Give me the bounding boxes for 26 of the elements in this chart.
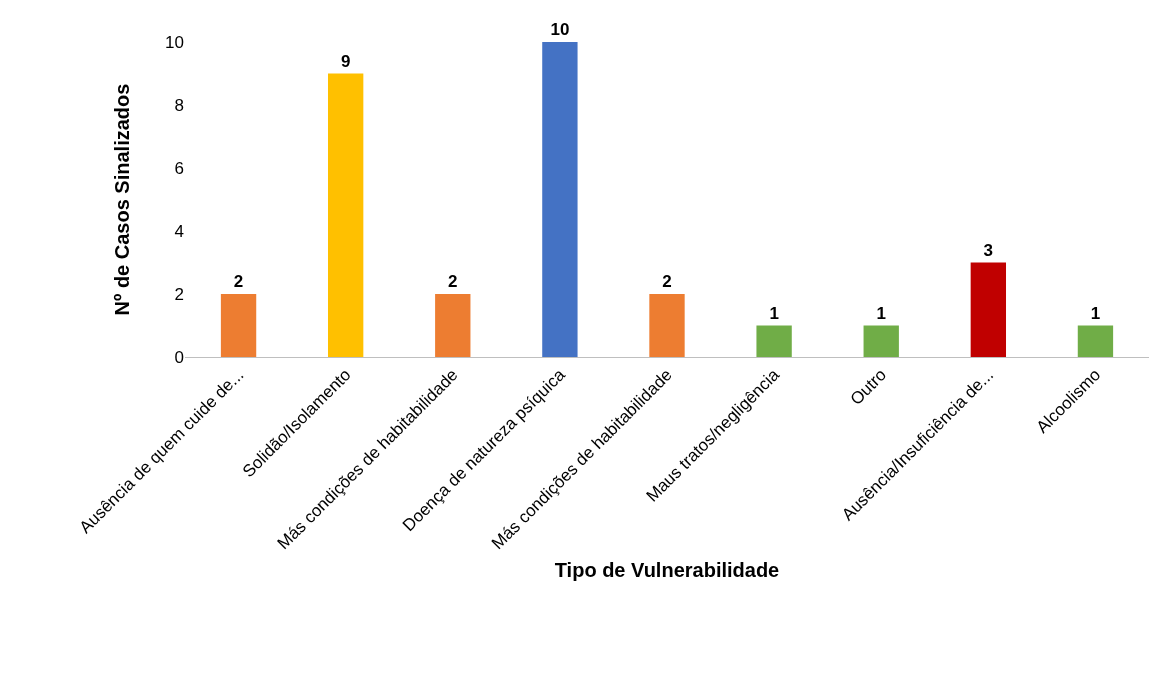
bar: [863, 325, 899, 357]
data-label: 1: [876, 303, 886, 323]
bar: [1077, 325, 1114, 357]
y-axis-title: Nº de Casos Sinalizados: [110, 83, 133, 316]
data-label: 9: [340, 51, 351, 71]
y-tick-label: 10: [165, 32, 184, 52]
y-tick-label: 2: [174, 284, 184, 304]
data-label: 1: [1090, 303, 1101, 323]
y-tick-label: 6: [174, 158, 184, 178]
data-label: 1: [769, 303, 779, 323]
data-label: 2: [662, 272, 672, 291]
bar: [327, 73, 364, 357]
data-label: 2: [448, 272, 458, 291]
y-tick-label: 8: [174, 95, 184, 115]
data-label: 3: [983, 240, 994, 260]
bar: [649, 294, 685, 357]
data-label: 2: [233, 272, 244, 291]
bar: [756, 325, 792, 357]
bar: [220, 294, 257, 357]
data-label: 10: [550, 20, 570, 39]
bar: [970, 262, 1007, 357]
y-tick-label: 0: [174, 347, 184, 367]
y-tick-label: 4: [174, 221, 184, 241]
x-axis-title: Tipo de Vulnerabilidade: [554, 558, 780, 581]
bar: [542, 42, 578, 357]
bar: [435, 294, 471, 357]
